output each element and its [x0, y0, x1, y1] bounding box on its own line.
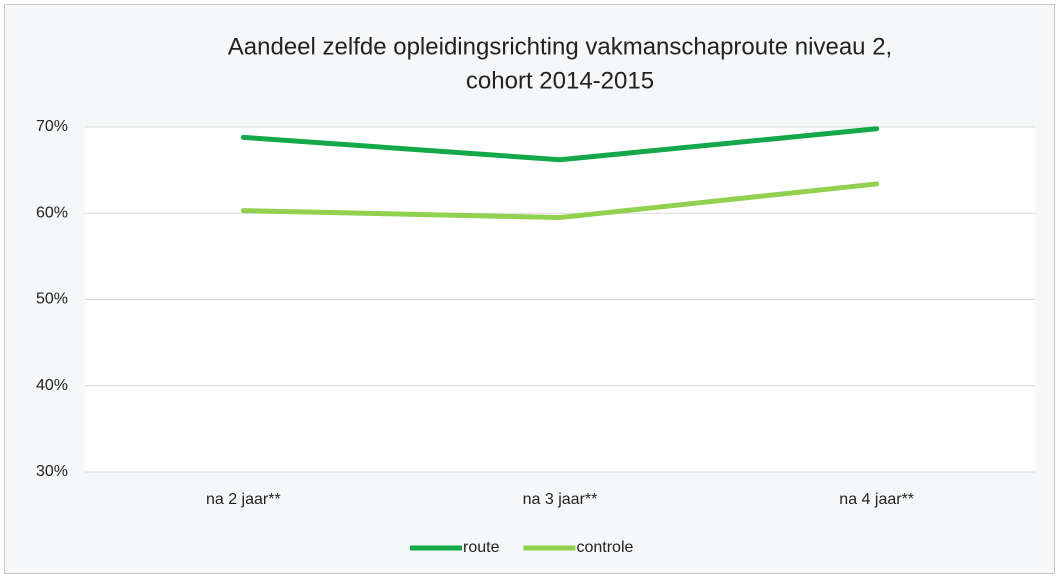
x-tick-label: na 3 jaar** — [523, 491, 598, 508]
series-line — [240, 126, 880, 163]
y-tick-label: 30% — [36, 463, 68, 480]
x-tick-label: na 2 jaar** — [206, 491, 281, 508]
chart-title: Aandeel zelfde opleidingsrichting vakman… — [228, 33, 892, 60]
y-tick-label: 60% — [36, 204, 68, 221]
series-line — [240, 181, 880, 221]
legend-label: controle — [576, 539, 633, 556]
y-tick-label: 70% — [36, 118, 68, 135]
y-tick-label: 40% — [36, 377, 68, 394]
legend-label: route — [463, 539, 500, 556]
x-tick-label: na 4 jaar** — [839, 491, 914, 508]
y-tick-label: 50% — [36, 291, 68, 308]
chart-title: cohort 2014-2015 — [466, 67, 654, 94]
